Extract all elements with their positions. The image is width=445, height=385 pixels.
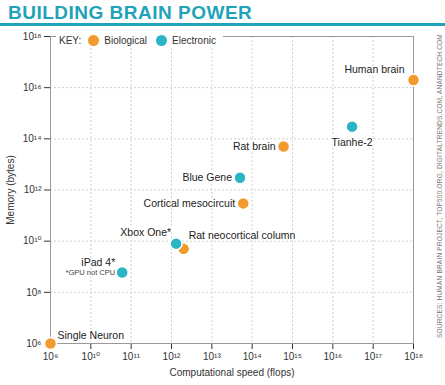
svg-text:Computational speed (flops): Computational speed (flops) — [169, 367, 294, 378]
svg-text:10¹⁴: 10¹⁴ — [23, 133, 42, 144]
svg-text:10¹⁶: 10¹⁶ — [23, 82, 42, 93]
svg-text:*GPU not CPU: *GPU not CPU — [66, 268, 116, 277]
svg-text:iPad 4*: iPad 4* — [81, 256, 115, 268]
svg-text:Memory (bytes): Memory (bytes) — [5, 155, 16, 224]
svg-text:Cortical mesocircuit: Cortical mesocircuit — [144, 197, 236, 209]
html-text:BUILDING BRAIN POWER: BUILDING BRAIN POWER — [8, 2, 253, 23]
svg-text:10¹³: 10¹³ — [203, 351, 221, 362]
svg-text:Rat neocortical column: Rat neocortical column — [189, 229, 296, 241]
svg-text:10¹⁴: 10¹⁴ — [243, 351, 262, 362]
svg-text:10¹⁰: 10¹⁰ — [23, 235, 41, 246]
svg-text:10¹⁰: 10¹⁰ — [82, 351, 100, 362]
svg-text:Rat brain: Rat brain — [233, 140, 276, 152]
svg-text:Blue Gene: Blue Gene — [182, 171, 232, 183]
svg-text:10¹⁶: 10¹⁶ — [324, 351, 343, 362]
svg-text:10⁸: 10⁸ — [26, 287, 41, 298]
svg-text:Xbox One*: Xbox One* — [120, 226, 171, 238]
svg-text:10⁹: 10⁹ — [43, 351, 58, 362]
svg-text:10¹⁵: 10¹⁵ — [283, 351, 302, 362]
svg-text:10¹⁸: 10¹⁸ — [404, 351, 423, 362]
html-text:Biological: Biological — [104, 35, 148, 46]
svg-text:Human brain: Human brain — [344, 63, 404, 75]
svg-text:10¹⁷: 10¹⁷ — [364, 351, 382, 362]
svg-text:Tianhe-2: Tianhe-2 — [332, 136, 373, 148]
svg-text:10¹⁸: 10¹⁸ — [23, 31, 42, 42]
html-text:SOURCES: HUMAN BRAIN PROJECT,: SOURCES: HUMAN BRAIN PROJECT, TOP500.ORG… — [436, 34, 443, 338]
svg-text:10¹¹: 10¹¹ — [122, 351, 140, 362]
html-text:Electronic: Electronic — [172, 35, 216, 46]
svg-text:10¹²: 10¹² — [24, 184, 42, 195]
svg-text:10¹²: 10¹² — [163, 351, 181, 362]
svg-text:10⁶: 10⁶ — [26, 338, 41, 349]
svg-text:Single Neuron: Single Neuron — [58, 329, 125, 341]
html-text:KEY:: KEY: — [59, 35, 82, 46]
